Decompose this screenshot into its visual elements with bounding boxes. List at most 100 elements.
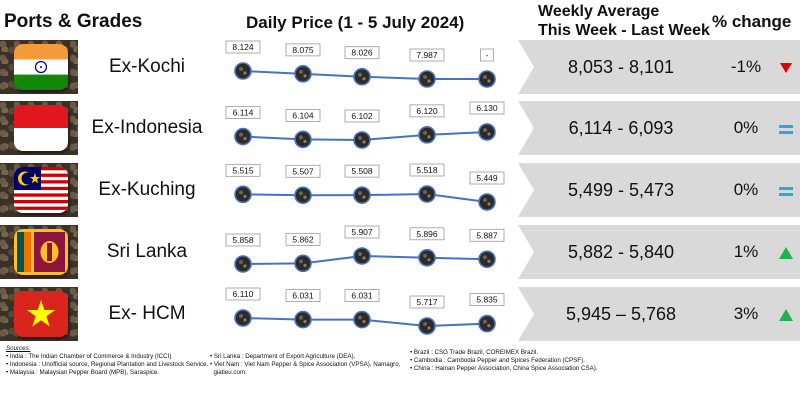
price-point xyxy=(478,314,496,333)
pepper-texture xyxy=(423,253,427,258)
grade-row-kuching: Ex-Kuching 5.515 5.507 5.508 5.518 5.449 5,4… xyxy=(0,163,800,217)
price-label: 6.110 xyxy=(233,289,254,299)
price-label-box xyxy=(344,46,380,60)
pepper-texture xyxy=(303,195,307,199)
price-label-box xyxy=(469,228,505,242)
port-arrow-shape xyxy=(78,287,214,341)
price-label: 5.887 xyxy=(476,230,498,240)
sri-lanka-flag-icon xyxy=(14,229,68,275)
port-label: Ex-Indonesia xyxy=(91,117,203,138)
sources-col2: • Sri Lanka : Department of Export Agric… xyxy=(210,353,400,377)
price-label-box xyxy=(285,164,321,178)
price-point xyxy=(294,310,312,329)
price-point xyxy=(234,127,252,146)
price-label: 5.449 xyxy=(476,173,498,183)
price-point xyxy=(418,70,436,88)
pepper-texture xyxy=(362,77,366,81)
price-point xyxy=(353,310,371,329)
pepper-texture xyxy=(303,263,307,267)
price-label: 5.835 xyxy=(476,295,498,305)
price-label: 7.987 xyxy=(416,50,438,60)
pepper-texture xyxy=(362,195,366,199)
price-label-box xyxy=(225,163,261,177)
pepper-texture xyxy=(487,132,491,136)
pepper-texture xyxy=(358,315,362,320)
price-label-box xyxy=(409,163,445,177)
grade-row-sri-lanka: Sri Lanka 5.858 5.862 5.907 5.896 5.887 5,88… xyxy=(0,225,800,279)
price-point xyxy=(234,62,252,80)
pepper-texture xyxy=(303,139,307,144)
price-point xyxy=(478,123,496,141)
price-label: 6.130 xyxy=(476,103,498,113)
price-point xyxy=(234,309,252,327)
pct-change-value: -1% xyxy=(730,57,762,76)
pepper-texture xyxy=(427,135,431,139)
pepper-texture xyxy=(362,140,366,144)
price-point xyxy=(478,70,496,88)
pepper-texture xyxy=(483,319,487,324)
price-panel xyxy=(196,101,534,155)
price-label-box xyxy=(225,233,261,247)
source-item: • India : The Indian Chamber of Commerce… xyxy=(6,353,172,360)
daily-price-chart: 5.858 5.862 5.907 5.896 5.887 xyxy=(196,225,534,279)
price-label: 5.907 xyxy=(351,227,373,237)
vietnam-flag-icon xyxy=(14,291,68,337)
malaysia-flag-icon xyxy=(14,167,68,213)
pepper-texture xyxy=(487,323,491,328)
price-point xyxy=(418,317,436,335)
pepper-texture xyxy=(483,198,487,202)
price-label: 5.515 xyxy=(232,165,254,175)
price-label: 6.031 xyxy=(351,291,373,301)
price-label: 8.124 xyxy=(232,42,254,52)
price-point xyxy=(418,126,436,144)
source-item: • Brazil : CSG Trade Brazil, COREIMEX Br… xyxy=(410,349,539,356)
port-label: Sri Lanka xyxy=(106,241,188,262)
sources-title: Sources: xyxy=(6,345,31,352)
pepper-texture xyxy=(487,259,491,263)
price-point xyxy=(353,186,371,204)
pct-change-value: 3% xyxy=(733,304,759,323)
price-label-box xyxy=(225,40,261,54)
price-point xyxy=(353,247,371,265)
price-point xyxy=(234,185,252,204)
price-label-box xyxy=(344,109,380,123)
price-point xyxy=(294,186,312,205)
pepper-texture xyxy=(487,202,491,206)
price-label: 8.075 xyxy=(292,45,314,55)
weekly-average-value: 5,945 – 5,768 xyxy=(565,304,677,324)
price-point xyxy=(478,193,496,211)
port-arrow-shape xyxy=(78,40,214,94)
daily-price-chart: 6.114 6.104 6.102 6.120 6.130 xyxy=(196,101,534,155)
port-arrow-shape xyxy=(78,163,214,217)
price-label-box xyxy=(469,171,505,185)
pepper-texture xyxy=(358,191,362,196)
price-point xyxy=(478,250,496,269)
price-label-box xyxy=(285,289,321,303)
pct-change-value: 0% xyxy=(733,180,759,199)
price-label-box xyxy=(469,293,505,306)
price-label: 8.026 xyxy=(351,48,373,58)
pepper-texture xyxy=(423,190,427,194)
grade-row-hcm: Ex- HCM 6.110 6.031 6.031 5.717 5.835 5,945 … xyxy=(0,287,800,341)
price-point xyxy=(353,67,371,86)
weekly-average-value: 5,499 - 5,473 xyxy=(567,180,675,200)
daily-price-chart: 5.515 5.507 5.508 5.518 5.449 xyxy=(196,163,534,217)
price-panel xyxy=(196,40,534,94)
equals-icon xyxy=(779,187,793,196)
price-label: 6.031 xyxy=(292,291,314,301)
source-item: • China : Hainan Pepper Association, Chi… xyxy=(410,365,598,372)
source-item: • Sri Lanka : Department of Export Agric… xyxy=(210,353,356,360)
pepper-texture xyxy=(483,75,487,79)
pepper-texture xyxy=(243,318,247,322)
price-point xyxy=(294,130,312,149)
grade-row-kochi: Ex-Kochi 8.124 8.075 8.026 7.987 - 8,053 - 8… xyxy=(0,40,800,94)
equals-icon xyxy=(779,125,793,134)
india-flag-icon xyxy=(14,44,68,90)
price-label: 5.717 xyxy=(416,297,438,307)
pepper-texture xyxy=(239,132,243,137)
price-point xyxy=(234,255,252,273)
price-label-box xyxy=(225,106,261,119)
pepper-texture xyxy=(358,72,362,77)
port-arrow-shape xyxy=(78,101,214,155)
price-label-box xyxy=(409,295,445,309)
